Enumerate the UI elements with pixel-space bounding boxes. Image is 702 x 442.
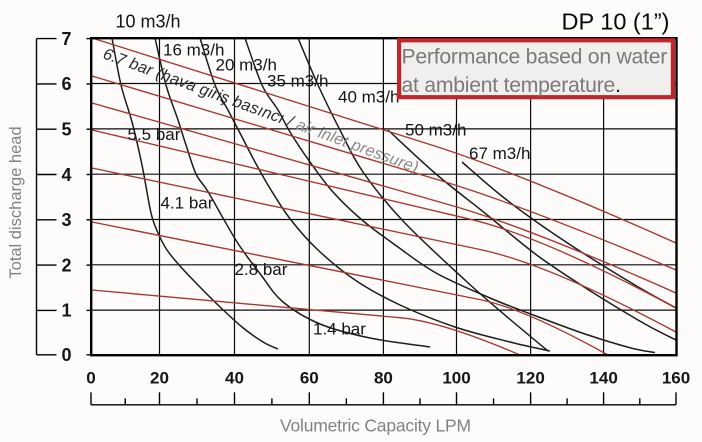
svg-text:100: 100 bbox=[442, 369, 470, 388]
svg-text:16 m3/h: 16 m3/h bbox=[163, 40, 224, 59]
svg-text:4.1 bar: 4.1 bar bbox=[161, 194, 214, 213]
svg-text:Performance based on water: Performance based on water bbox=[402, 46, 668, 69]
svg-text:0: 0 bbox=[86, 369, 95, 388]
svg-text:Volumetric Capacity LPM: Volumetric Capacity LPM bbox=[280, 416, 471, 436]
svg-text:4: 4 bbox=[61, 165, 71, 185]
svg-text:67 m3/h: 67 m3/h bbox=[469, 144, 530, 163]
svg-text:Total discharge head: Total discharge head bbox=[7, 126, 25, 278]
svg-text:1.4 bar: 1.4 bar bbox=[313, 320, 366, 339]
svg-text:0: 0 bbox=[61, 345, 71, 365]
svg-text:at ambient temperature.: at ambient temperature. bbox=[402, 74, 621, 97]
svg-text:160: 160 bbox=[662, 369, 690, 388]
svg-text:40 m3/h: 40 m3/h bbox=[338, 88, 399, 107]
svg-text:20 m3/h: 20 m3/h bbox=[216, 56, 277, 75]
svg-text:2.8 bar: 2.8 bar bbox=[235, 260, 288, 279]
svg-text:10 m3/h: 10 m3/h bbox=[116, 12, 181, 32]
svg-text:60: 60 bbox=[300, 369, 319, 388]
svg-text:2: 2 bbox=[61, 255, 71, 275]
svg-text:120: 120 bbox=[516, 369, 544, 388]
svg-text:DP 10 (1”): DP 10 (1”) bbox=[562, 9, 670, 35]
svg-text:40: 40 bbox=[225, 369, 244, 388]
svg-text:7: 7 bbox=[61, 29, 71, 49]
svg-text:50 m3/h: 50 m3/h bbox=[405, 121, 466, 140]
svg-text:3: 3 bbox=[61, 210, 71, 230]
svg-text:6: 6 bbox=[61, 74, 71, 94]
svg-text:20: 20 bbox=[150, 369, 169, 388]
svg-text:80: 80 bbox=[374, 369, 393, 388]
svg-text:5.5 bar: 5.5 bar bbox=[128, 125, 181, 144]
svg-text:1: 1 bbox=[61, 301, 71, 321]
svg-text:35 m3/h: 35 m3/h bbox=[267, 72, 328, 91]
svg-text:140: 140 bbox=[589, 369, 617, 388]
svg-text:5: 5 bbox=[61, 120, 71, 140]
